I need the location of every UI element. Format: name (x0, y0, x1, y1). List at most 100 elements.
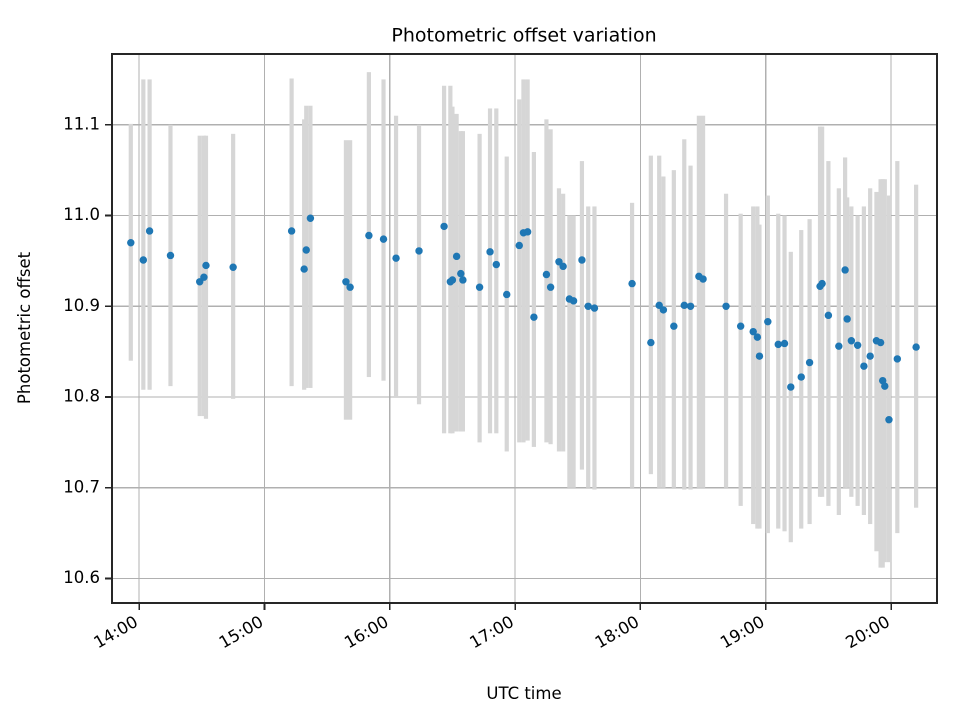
errorbar (517, 99, 522, 443)
data-point (452, 252, 461, 261)
data-point (457, 269, 465, 278)
errorbar (348, 140, 353, 420)
x-axis-label: UTC time (486, 684, 561, 703)
errorbar (788, 251, 793, 543)
errorbar (696, 115, 701, 488)
errorbar (845, 197, 850, 488)
data-point (475, 283, 484, 291)
errorbar (450, 106, 455, 434)
data-point (302, 246, 310, 254)
errorbar (820, 126, 825, 497)
errorbar (723, 193, 729, 488)
data-point (659, 306, 668, 314)
data-point (229, 263, 237, 271)
data-point (202, 261, 210, 270)
data-point (448, 276, 457, 284)
errorbar (807, 219, 812, 525)
data-point (569, 297, 578, 305)
data-point (590, 304, 599, 312)
y-tickmarks (105, 123, 112, 580)
errorbar (757, 224, 762, 529)
y-axis-label: Photometric offset (15, 251, 34, 404)
errorbar (895, 161, 900, 534)
data-point (392, 254, 400, 262)
data-point (459, 276, 467, 284)
data-point (866, 352, 874, 360)
errorbar (861, 206, 866, 515)
data-point (818, 279, 826, 288)
errorbar (886, 195, 892, 563)
x-tickmarks (138, 603, 892, 610)
data-point (200, 273, 208, 281)
data-point (835, 342, 843, 350)
y-tick-label: 10.8 (63, 387, 100, 406)
data-point (805, 358, 814, 367)
data-point (139, 256, 148, 264)
errorbar (776, 213, 781, 529)
chart-title: Photometric offset variation (391, 25, 656, 47)
errorbar (849, 206, 854, 497)
errorbar (738, 213, 743, 506)
errorbar (751, 206, 756, 525)
data-point (166, 251, 175, 260)
data-point (686, 302, 695, 310)
errorbar (855, 215, 860, 506)
y-tick-label: 10.6 (63, 568, 100, 587)
y-tick-label: 11.1 (63, 114, 100, 133)
data-point (530, 313, 538, 321)
data-point (300, 265, 308, 273)
errorbar (567, 215, 572, 488)
data-point (749, 327, 757, 336)
data-point (542, 270, 551, 279)
data-point (893, 355, 902, 363)
data-point (342, 278, 350, 286)
errorbar (836, 188, 841, 515)
errorbar (688, 165, 693, 490)
data-point (546, 283, 555, 291)
data-point (843, 315, 851, 323)
data-point (306, 214, 315, 222)
data-point (379, 235, 388, 243)
data-point (647, 338, 655, 347)
errorbar (525, 79, 530, 441)
errorbar (700, 115, 706, 488)
errorbar (765, 195, 770, 534)
data-point (722, 302, 730, 310)
data-point (346, 283, 354, 291)
data-point (584, 302, 592, 310)
y-tick-label: 10.7 (63, 477, 100, 496)
data-point (670, 322, 678, 330)
errorbar (826, 161, 831, 506)
data-point (824, 311, 833, 320)
data-point (515, 241, 523, 250)
errorbar (494, 108, 499, 434)
data-point (415, 247, 423, 255)
y-tick-label: 10.9 (63, 296, 100, 315)
data-point (680, 301, 688, 310)
data-point (440, 222, 448, 231)
errorbar (579, 161, 585, 470)
errorbar (141, 79, 146, 390)
data-point (764, 317, 772, 326)
data-point (885, 415, 893, 424)
data-point (755, 352, 764, 360)
errorbar (682, 139, 687, 490)
errorbar (592, 206, 597, 490)
y-tick-label: 11.0 (63, 205, 100, 224)
data-point (559, 262, 567, 271)
data-point (145, 227, 154, 235)
errorbar (487, 108, 493, 434)
data-point (774, 340, 782, 349)
data-point (503, 290, 511, 299)
errorbar (416, 124, 422, 405)
plot-border (110, 52, 939, 605)
data-point (912, 343, 920, 351)
errorbar (366, 72, 371, 378)
y-tick-labels: 10.6 10.7 10.8 10.9 11.0 11.1 (63, 114, 100, 587)
data-point (847, 337, 856, 345)
errorbar (586, 206, 591, 488)
data-point (736, 322, 745, 330)
errorbar (531, 152, 536, 447)
